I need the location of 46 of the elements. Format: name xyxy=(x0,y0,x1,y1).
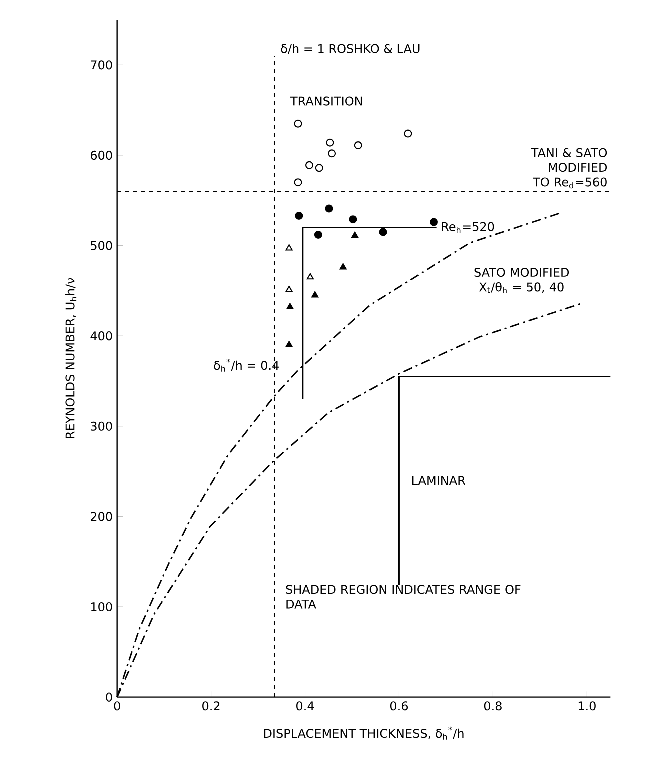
point xyxy=(286,341,293,348)
y-tick-label: 700 xyxy=(91,60,112,70)
point xyxy=(404,130,412,138)
x-axis-title: DISPLACEMENT THICKNESS, δ$_{h}$$^{*}$/h xyxy=(264,726,464,740)
ref-line-label: TANI & SATO MODIFIED TO Re$_{d}$=560 xyxy=(531,148,608,189)
point xyxy=(379,228,388,236)
point xyxy=(328,150,336,158)
y-tick-label: 400 xyxy=(90,332,112,341)
point xyxy=(325,204,334,213)
annotation: δ$_{h}$$^{*}$/h = 0.4 xyxy=(214,358,280,372)
point xyxy=(349,216,358,224)
y-tick-label: 500 xyxy=(91,241,112,250)
annotation: LAMINAR xyxy=(412,476,466,485)
y-tick-label: 600 xyxy=(91,150,112,160)
point xyxy=(340,263,348,270)
point xyxy=(294,178,302,187)
point xyxy=(326,138,334,147)
point xyxy=(314,230,323,239)
annotation: δ/h = 1 ROSHKO & LAU xyxy=(281,44,420,54)
point xyxy=(286,303,294,310)
y-tick-label: 200 xyxy=(91,512,112,522)
annotation: SATO MODIFIED X$_{t}$/θ$_{h}$ = 50, 40 xyxy=(474,268,570,294)
point xyxy=(286,286,293,292)
x-tick-label: 0.4 xyxy=(296,702,314,711)
point xyxy=(307,273,314,280)
x-tick-label: 0.2 xyxy=(202,702,220,711)
y-axis-title: REYNOLDS NUMBER, U$_{h}$h/ν xyxy=(66,278,77,438)
x-tick-label: 0 xyxy=(114,702,121,711)
x-tick-label: 1.0 xyxy=(579,702,596,711)
point xyxy=(430,218,438,226)
point xyxy=(306,161,314,170)
x-tick-label: 0.6 xyxy=(390,702,408,711)
annotation: TRANSITION xyxy=(290,96,362,106)
point xyxy=(316,164,324,172)
point xyxy=(295,212,304,220)
point xyxy=(312,291,319,298)
annotation: SHADED REGION INDICATES RANGE OF DATA xyxy=(286,585,521,609)
point xyxy=(352,232,359,238)
point xyxy=(294,120,302,128)
annotation: Re$_{h}$=520 xyxy=(442,222,494,234)
y-tick-label: 0 xyxy=(106,692,112,702)
y-tick-label: 100 xyxy=(92,602,112,612)
point xyxy=(354,142,363,150)
y-tick-label: 300 xyxy=(91,422,112,431)
point xyxy=(286,244,293,251)
x-tick-label: 0.8 xyxy=(484,702,502,711)
